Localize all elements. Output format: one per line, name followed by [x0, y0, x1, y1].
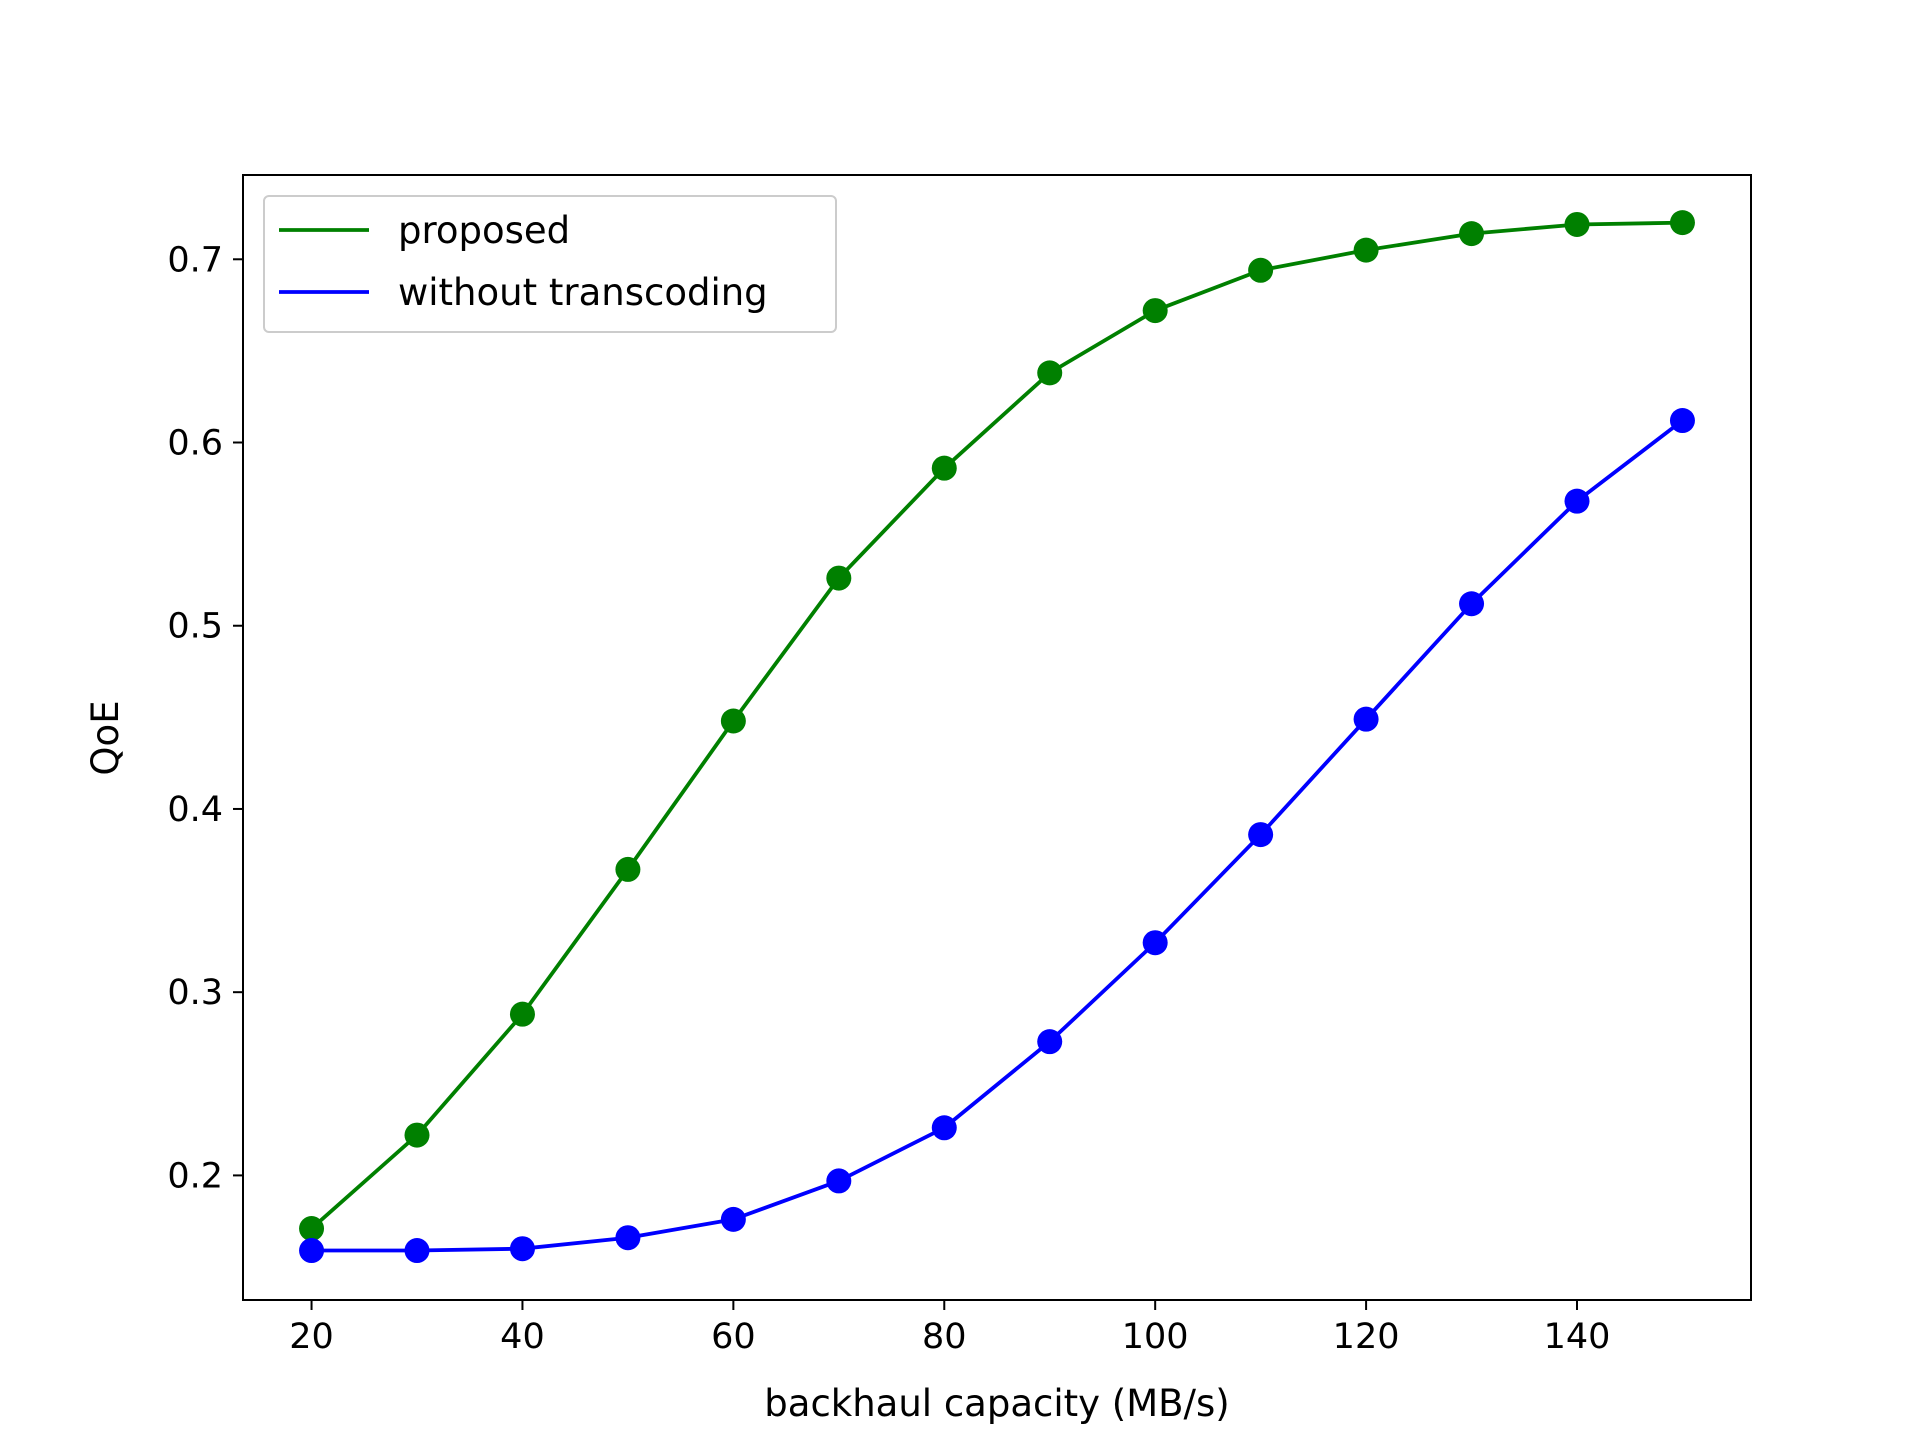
legend-label: proposed [398, 209, 570, 252]
data-point [931, 1115, 957, 1141]
data-point [404, 1122, 430, 1148]
data-point [1037, 1029, 1063, 1055]
data-point [720, 1206, 746, 1232]
data-point [1459, 221, 1485, 247]
legend-label: without transcoding [398, 271, 768, 314]
series-layer [299, 210, 1695, 1264]
data-point [509, 1236, 535, 1262]
data-point [1142, 298, 1168, 324]
y-tick-label: 0.5 [167, 607, 223, 647]
data-point [1353, 237, 1379, 263]
legend-box [263, 195, 837, 333]
data-point [826, 1168, 852, 1194]
x-tick-label: 100 [1122, 1317, 1189, 1357]
y-tick-label: 0.4 [167, 790, 223, 830]
series-1 [299, 408, 1695, 1264]
series-line [309, 417, 1686, 1253]
data-point [404, 1238, 430, 1264]
data-point [615, 856, 641, 882]
data-point [509, 1001, 535, 1027]
y-axis-label: QoE [84, 700, 127, 775]
data-point [1142, 930, 1168, 956]
plot-area [243, 175, 1751, 1300]
data-point [615, 1225, 641, 1251]
data-point [1459, 591, 1485, 617]
y-tick-label: 0.6 [167, 424, 223, 464]
data-point [826, 565, 852, 591]
data-point [299, 1216, 325, 1242]
series-line [308, 220, 1685, 1232]
y-tick-label: 0.7 [167, 240, 223, 280]
x-axis-label: backhaul capacity (MB/s) [764, 1382, 1229, 1425]
data-point [1248, 257, 1274, 283]
axes-frame [242, 174, 1752, 1301]
x-tick-label: 40 [500, 1317, 545, 1357]
x-tick-label: 140 [1544, 1317, 1611, 1357]
data-point [1353, 706, 1379, 732]
data-point [931, 455, 957, 481]
y-axis: 0.2 0.3 0.4 0.5 0.6 0.7 [167, 240, 243, 1196]
data-point [1564, 211, 1590, 237]
data-point [1037, 360, 1063, 386]
data-point [1669, 210, 1695, 236]
x-tick-label: 60 [711, 1317, 756, 1357]
x-tick-label: 120 [1333, 1317, 1400, 1357]
data-point [1564, 488, 1590, 514]
y-tick-label: 0.3 [167, 973, 223, 1013]
x-axis: 20 40 60 80 100 120 140 [289, 1300, 1610, 1357]
x-tick-label: 80 [922, 1317, 967, 1357]
data-point [1248, 822, 1274, 848]
y-tick-label: 0.2 [167, 1156, 223, 1196]
legend: proposed without transcoding [263, 195, 837, 333]
data-point [1669, 408, 1695, 434]
data-point [299, 1238, 325, 1264]
data-point [720, 708, 746, 734]
x-tick-label: 20 [289, 1317, 334, 1357]
series-0 [299, 210, 1695, 1242]
